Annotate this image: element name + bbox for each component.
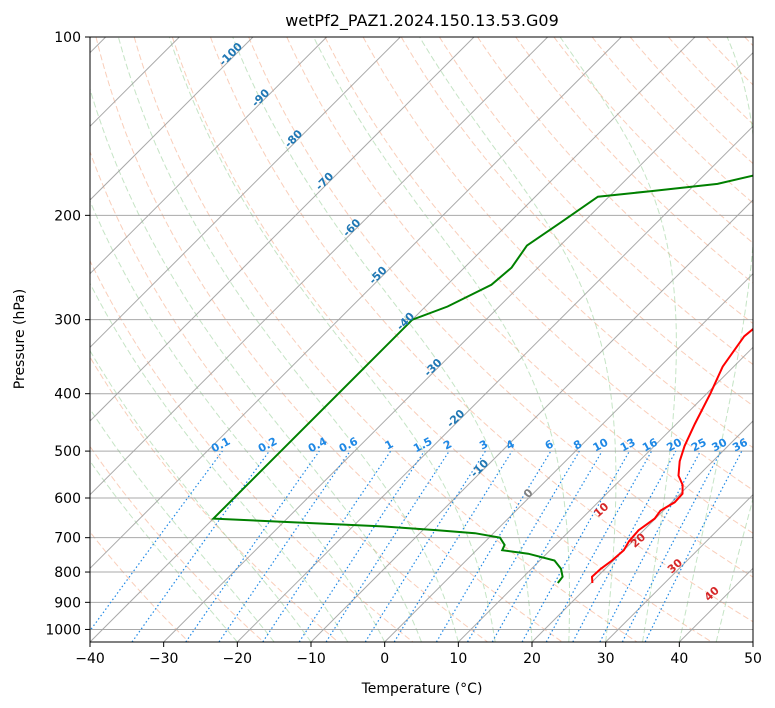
isotherm-line [752,641,753,642]
isotherm-line [90,37,622,570]
y-tick-label: 600 [54,491,81,507]
moist-adiabat-line [90,408,275,642]
mixing-ratio-line [325,450,450,642]
dry-adiabat-line [400,37,753,407]
x-tick-label: −40 [75,651,105,667]
moist-adiabat-line [90,349,312,642]
x-tick-label: 10 [449,651,467,667]
moist-adiabat-line [90,199,386,642]
y-tick-label: 400 [54,387,81,403]
isotherm-line [90,37,254,201]
x-tick-label: −10 [296,651,326,667]
x-tick-label: 0 [380,651,389,667]
plot-frame [89,36,754,643]
x-tick-label: 50 [744,651,762,667]
x-tick-label: −30 [149,651,179,667]
isotherm-line [531,420,753,642]
dry-adiabat-line [90,259,414,642]
moist-adiabat-line [117,37,459,642]
y-tick-label: 100 [54,30,81,46]
isotherm-line [384,272,753,642]
moist-adiabat-line [232,37,533,642]
mixing-ratio-line [218,450,351,642]
isotherm-line [236,125,753,642]
dry-adiabat-line [438,37,753,366]
mixing-ratio-label: 25 [689,436,709,455]
dry-adiabat-line [171,37,712,642]
mixing-ratio-line [572,450,677,642]
x-tick-label: −20 [223,651,253,667]
temperature-profile-line [590,327,753,584]
mixing-ratio-line [185,450,320,642]
mixing-ratio-line [521,450,631,642]
dry-adiabat-line [95,37,563,642]
moist-adiabat-line [168,37,496,642]
isotherm-line [90,37,328,275]
dry-adiabat-line [90,531,190,642]
moist-adiabat-line [419,37,617,642]
y-tick-label: 700 [54,531,81,547]
y-tick-label: 1000 [45,622,81,638]
moist-adiabat-line [678,37,753,642]
dry-adiabat-line [629,37,753,165]
mixing-ratio-label: 10 [591,436,611,455]
mixing-ratio-line [262,450,392,642]
isotherm-line [90,37,549,496]
x-axis-title: Temperature (°C) [361,681,483,697]
x-tick-label: 40 [670,651,688,667]
y-tick-label: 200 [54,208,81,224]
isotherm-line [90,37,401,349]
moist-adiabat-line [313,37,570,642]
dry-adiabat-line [477,37,753,325]
mixing-ratio-label: 13 [618,436,638,455]
isotherm-line [457,346,753,642]
y-tick-label: 300 [54,313,81,329]
dewpoint-profile-line [211,174,753,584]
mixing-ratio-line [545,450,653,642]
moist-adiabat-line [715,496,753,642]
mixing-ratio-label: 36 [730,436,750,455]
mixing-ratio-label: 16 [640,436,660,455]
dry-adiabat-line [515,37,753,284]
dry-adiabat-line [133,37,638,642]
moist-adiabat-line [90,282,349,642]
chart-title: wetPf2_PAZ1.2024.150.13.53.G09 [285,11,559,31]
dry-adiabat-line [90,445,264,642]
dry-adiabat-line [210,37,753,623]
moist-adiabat-line [559,37,677,642]
isotherm-line [90,37,475,422]
mixing-ratio-line [298,450,425,642]
mixing-ratio-line [644,450,743,642]
y-tick-label: 900 [54,595,81,611]
dry-adiabat-line [591,37,753,204]
x-tick-label: 30 [597,651,615,667]
mixing-ratio-line [131,450,270,642]
isotherm-line [163,51,753,642]
dry-adiabat-line [248,37,753,578]
mixing-ratio-line [90,450,223,632]
y-tick-label: 500 [54,444,81,460]
mixing-ratio-label: 20 [664,436,684,455]
dry-adiabat-line [362,37,753,449]
mixing-ratio-label: 30 [710,436,730,455]
isotherm-line [310,199,753,642]
mixing-ratio-line [393,450,513,642]
moist-adiabat-line [90,87,422,642]
y-axis-title: Pressure (hPa) [12,289,28,389]
x-tick-label: 20 [523,651,541,667]
isotherm-line [605,493,753,642]
y-tick-label: 800 [54,565,81,581]
